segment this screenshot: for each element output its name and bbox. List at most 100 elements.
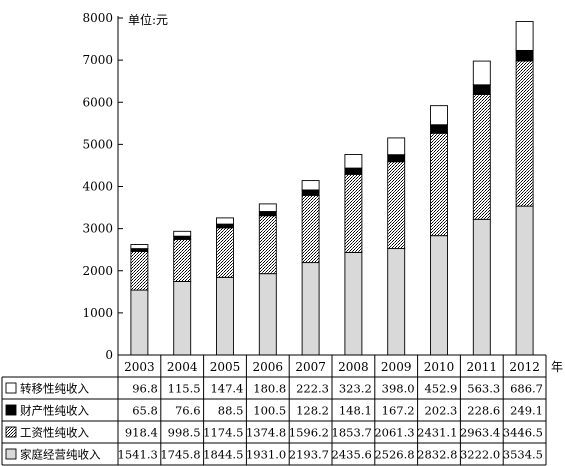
table-cell-value: 398.0 <box>382 382 415 396</box>
table-cell-value: 147.4 <box>210 382 243 396</box>
bar-segment <box>472 218 491 356</box>
table-cell-value: 3446.5 <box>503 426 543 440</box>
table-cell-value: 100.5 <box>253 404 286 418</box>
bar-segment <box>173 230 192 237</box>
bar-segment <box>301 262 320 356</box>
table-cell-value: 563.3 <box>467 382 500 396</box>
bar-segment <box>301 180 320 191</box>
bar-segment <box>387 154 406 163</box>
bar-segment <box>430 105 448 126</box>
table-cell-value: 2435.6 <box>332 448 372 462</box>
y-tick-label: 0 <box>105 348 113 362</box>
table-cell-value: 96.8 <box>132 382 158 396</box>
legend-swatch <box>5 426 17 438</box>
table-cell-value: 2061.3 <box>374 426 414 440</box>
bars <box>130 21 534 356</box>
bar-segment <box>472 93 491 220</box>
bar-segment <box>258 203 277 212</box>
table-cell-value: 2963.4 <box>460 426 500 440</box>
table-cell-value: 2832.8 <box>417 448 457 462</box>
table-cell-value: 167.2 <box>382 404 415 418</box>
table-cell-value: 1174.5 <box>203 426 243 440</box>
table-cell-value: 249.1 <box>510 404 543 418</box>
table-cell-value: 2431.1 <box>417 426 457 440</box>
legend-label: 家庭经营纯收入 <box>20 448 101 462</box>
bar-segment <box>301 189 320 196</box>
data-table: 2003 2004 2005 2006 2007 2008 2009 2010 2011 2012… <box>1 354 547 466</box>
table-cell-value: 1596.2 <box>289 426 329 440</box>
bar-segment <box>472 84 491 95</box>
y-tick-label: 2000 <box>82 264 113 278</box>
bar-segment <box>258 211 277 217</box>
table-cell-value: 998.5 <box>168 426 201 440</box>
table-cell-value: 76.6 <box>175 404 201 418</box>
legend-label: 转移性纯收入 <box>20 382 89 396</box>
bar-segment <box>344 173 363 253</box>
table-cell-value: 2193.7 <box>289 448 329 462</box>
y-tick-label: 5000 <box>82 137 113 151</box>
bar-segment <box>387 137 406 156</box>
x-tick-label: 2003 <box>124 360 155 374</box>
x-tick-label: 2012 <box>509 360 540 374</box>
bar-segment <box>515 205 534 356</box>
y-tick-label: 7000 <box>82 53 113 67</box>
table-cell-value: 128.2 <box>296 404 329 418</box>
legend-label: 财产性纯收入 <box>20 404 89 418</box>
legend-label: 工资性纯收入 <box>20 426 89 440</box>
table-cell-value: 1853.7 <box>332 426 372 440</box>
y-tick-label: 6000 <box>82 95 113 109</box>
bar-segment <box>216 227 234 278</box>
table-cell-value: 65.8 <box>132 404 158 418</box>
table-cell-value: 202.3 <box>424 404 457 418</box>
x-tick-label: 2005 <box>210 360 241 374</box>
table-cell-value: 115.5 <box>168 382 201 396</box>
x-tick-label: 2010 <box>424 360 455 374</box>
legend-swatch <box>5 448 17 460</box>
bar-segment <box>430 124 448 134</box>
legend-swatch <box>5 382 17 394</box>
table-cell-value: 918.4 <box>125 426 158 440</box>
bar-segment <box>130 250 149 291</box>
table-cell-value: 148.1 <box>339 404 372 418</box>
bar-segment <box>173 281 192 356</box>
bar-segment <box>216 217 234 225</box>
table-cell-value: 452.9 <box>424 382 457 396</box>
table-cell-value: 88.5 <box>218 404 244 418</box>
x-tick-label: 2004 <box>167 360 198 374</box>
table-cell-value: 323.2 <box>339 382 372 396</box>
y-tick-label: 4000 <box>82 180 113 194</box>
bar-segment <box>130 244 149 250</box>
table-cell-value: 180.8 <box>253 382 286 396</box>
x-tick-label: 2008 <box>338 360 369 374</box>
y-tick-label: 8000 <box>82 11 113 25</box>
bar-segment <box>515 49 534 62</box>
bar-segment <box>301 194 320 264</box>
bar-segment <box>344 251 363 356</box>
bar-segment <box>258 273 277 356</box>
y-tick-label: 3000 <box>82 222 113 236</box>
table-cell-value: 1541.3 <box>118 448 158 462</box>
table-cell-value: 228.6 <box>467 404 500 418</box>
bar-segment <box>430 235 448 356</box>
table-cell-value: 1931.0 <box>246 448 286 462</box>
bar-segment <box>258 215 277 275</box>
y-tick-label: 1000 <box>82 306 113 320</box>
bar-segment <box>472 60 491 86</box>
x-tick-label: 2011 <box>467 360 498 374</box>
table-cell-value: 1374.8 <box>246 426 286 440</box>
bar-segment <box>130 289 149 356</box>
table-cell-value: 222.3 <box>296 382 329 396</box>
y-axis: 0 1000 2000 3000 4000 5000 6000 7000 8000 <box>82 11 123 362</box>
table-cell-value: 3534.5 <box>503 448 543 462</box>
bar-segment <box>430 132 448 237</box>
bar-segment <box>173 235 192 240</box>
bar-segment <box>216 276 234 356</box>
table-cell-value: 2526.8 <box>374 448 414 462</box>
x-tick-label: 2007 <box>295 360 326 374</box>
x-tick-label: 2009 <box>381 360 412 374</box>
legend-swatch <box>5 404 17 416</box>
table-cell-value: 1745.8 <box>160 448 200 462</box>
table-cell-value: 1844.5 <box>203 448 243 462</box>
unit-label: 单位:元 <box>128 12 168 27</box>
bar-segment <box>387 161 406 250</box>
